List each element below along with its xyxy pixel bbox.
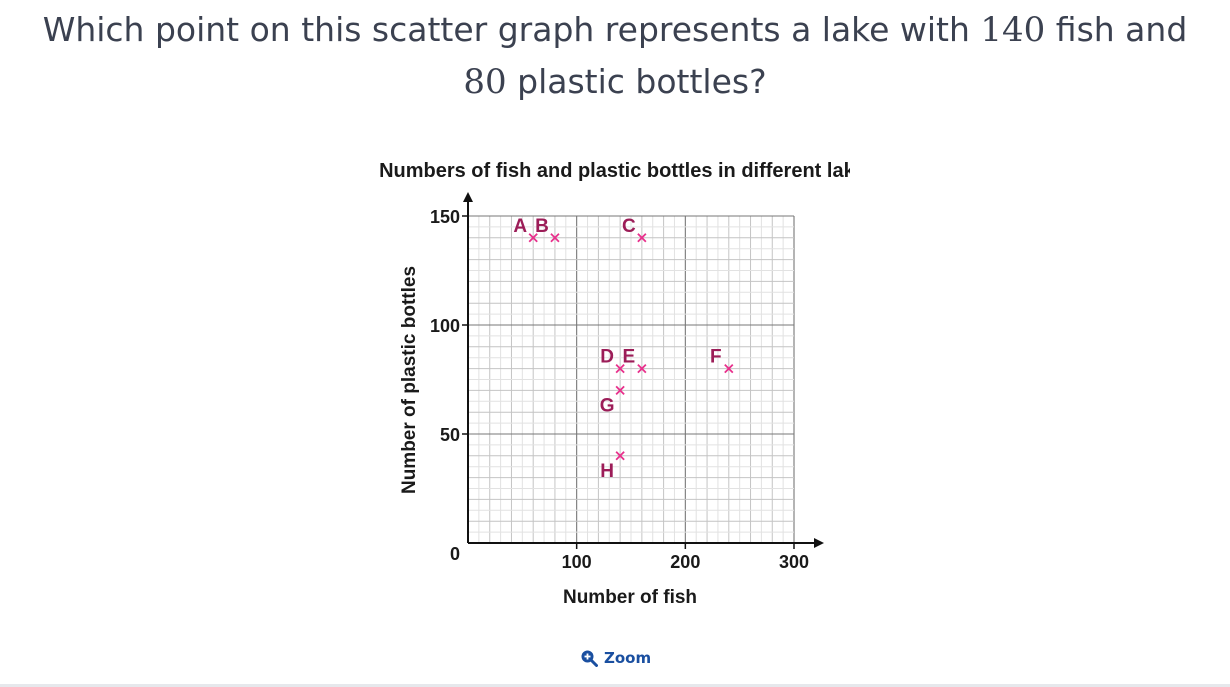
- data-point-h: H: [600, 451, 625, 482]
- point-label: H: [600, 461, 614, 482]
- zoom-button[interactable]: Zoom: [580, 646, 651, 670]
- chart-grid: [468, 215, 795, 543]
- question-fish-count: 140: [980, 10, 1046, 50]
- data-point-e: E: [623, 347, 647, 374]
- question-bottle-count: 80: [463, 62, 507, 102]
- scatter-chart-svg: 100 200 300 50 100 150 0 A B C D E F G H Numbers of f…: [380, 160, 850, 608]
- point-cross: [637, 363, 647, 374]
- point-cross: [550, 233, 560, 243]
- question-part-2: fish and: [1045, 10, 1188, 49]
- question-text: Which point on this scatter graph repres…: [20, 4, 1210, 108]
- y-axis-arrow: [463, 192, 473, 202]
- y-tick-label: 100: [430, 316, 460, 336]
- zoom-label: Zoom: [604, 649, 652, 667]
- data-point-b: B: [535, 216, 560, 243]
- data-point-f: F: [710, 347, 734, 374]
- x-axis-arrow: [814, 538, 824, 548]
- chart-axes: [462, 192, 824, 549]
- y-tick-label: 50: [440, 425, 460, 445]
- y-tick-label: 150: [430, 207, 460, 227]
- zoom-in-magnifier-icon: [581, 650, 598, 667]
- data-point-g: G: [600, 385, 625, 416]
- point-label: G: [600, 395, 615, 416]
- x-tick-label: 100: [562, 552, 592, 572]
- x-tick-label: 300: [779, 552, 809, 572]
- point-label: B: [535, 216, 549, 237]
- point-label: D: [600, 347, 614, 368]
- point-cross: [615, 363, 625, 374]
- data-point-d: D: [600, 347, 625, 374]
- point-label: C: [622, 216, 636, 237]
- data-point-c: C: [622, 216, 647, 243]
- chart-tick-labels: 100 200 300 50 100 150 0: [430, 207, 809, 572]
- point-cross: [615, 385, 625, 396]
- chart-title: Numbers of fish and plastic bottles in d…: [380, 160, 850, 182]
- point-label: E: [623, 347, 636, 368]
- chart-points: A B C D E F G H: [513, 216, 734, 482]
- point-cross: [528, 233, 538, 243]
- x-tick-label: 200: [670, 552, 700, 572]
- point-cross: [637, 233, 647, 243]
- question-part-3: plastic bottles?: [506, 62, 767, 101]
- question-part-1: Which point on this scatter graph repres…: [42, 10, 981, 49]
- point-label: F: [710, 347, 722, 368]
- point-label: A: [513, 216, 527, 237]
- point-cross: [724, 363, 734, 374]
- data-point-a: A: [513, 216, 538, 243]
- point-cross: [615, 451, 625, 461]
- x-axis-label: Number of fish: [563, 587, 697, 608]
- y-axis-label: Number of plastic bottles: [399, 266, 420, 494]
- bottom-divider: [0, 684, 1230, 687]
- origin-label: 0: [450, 544, 460, 564]
